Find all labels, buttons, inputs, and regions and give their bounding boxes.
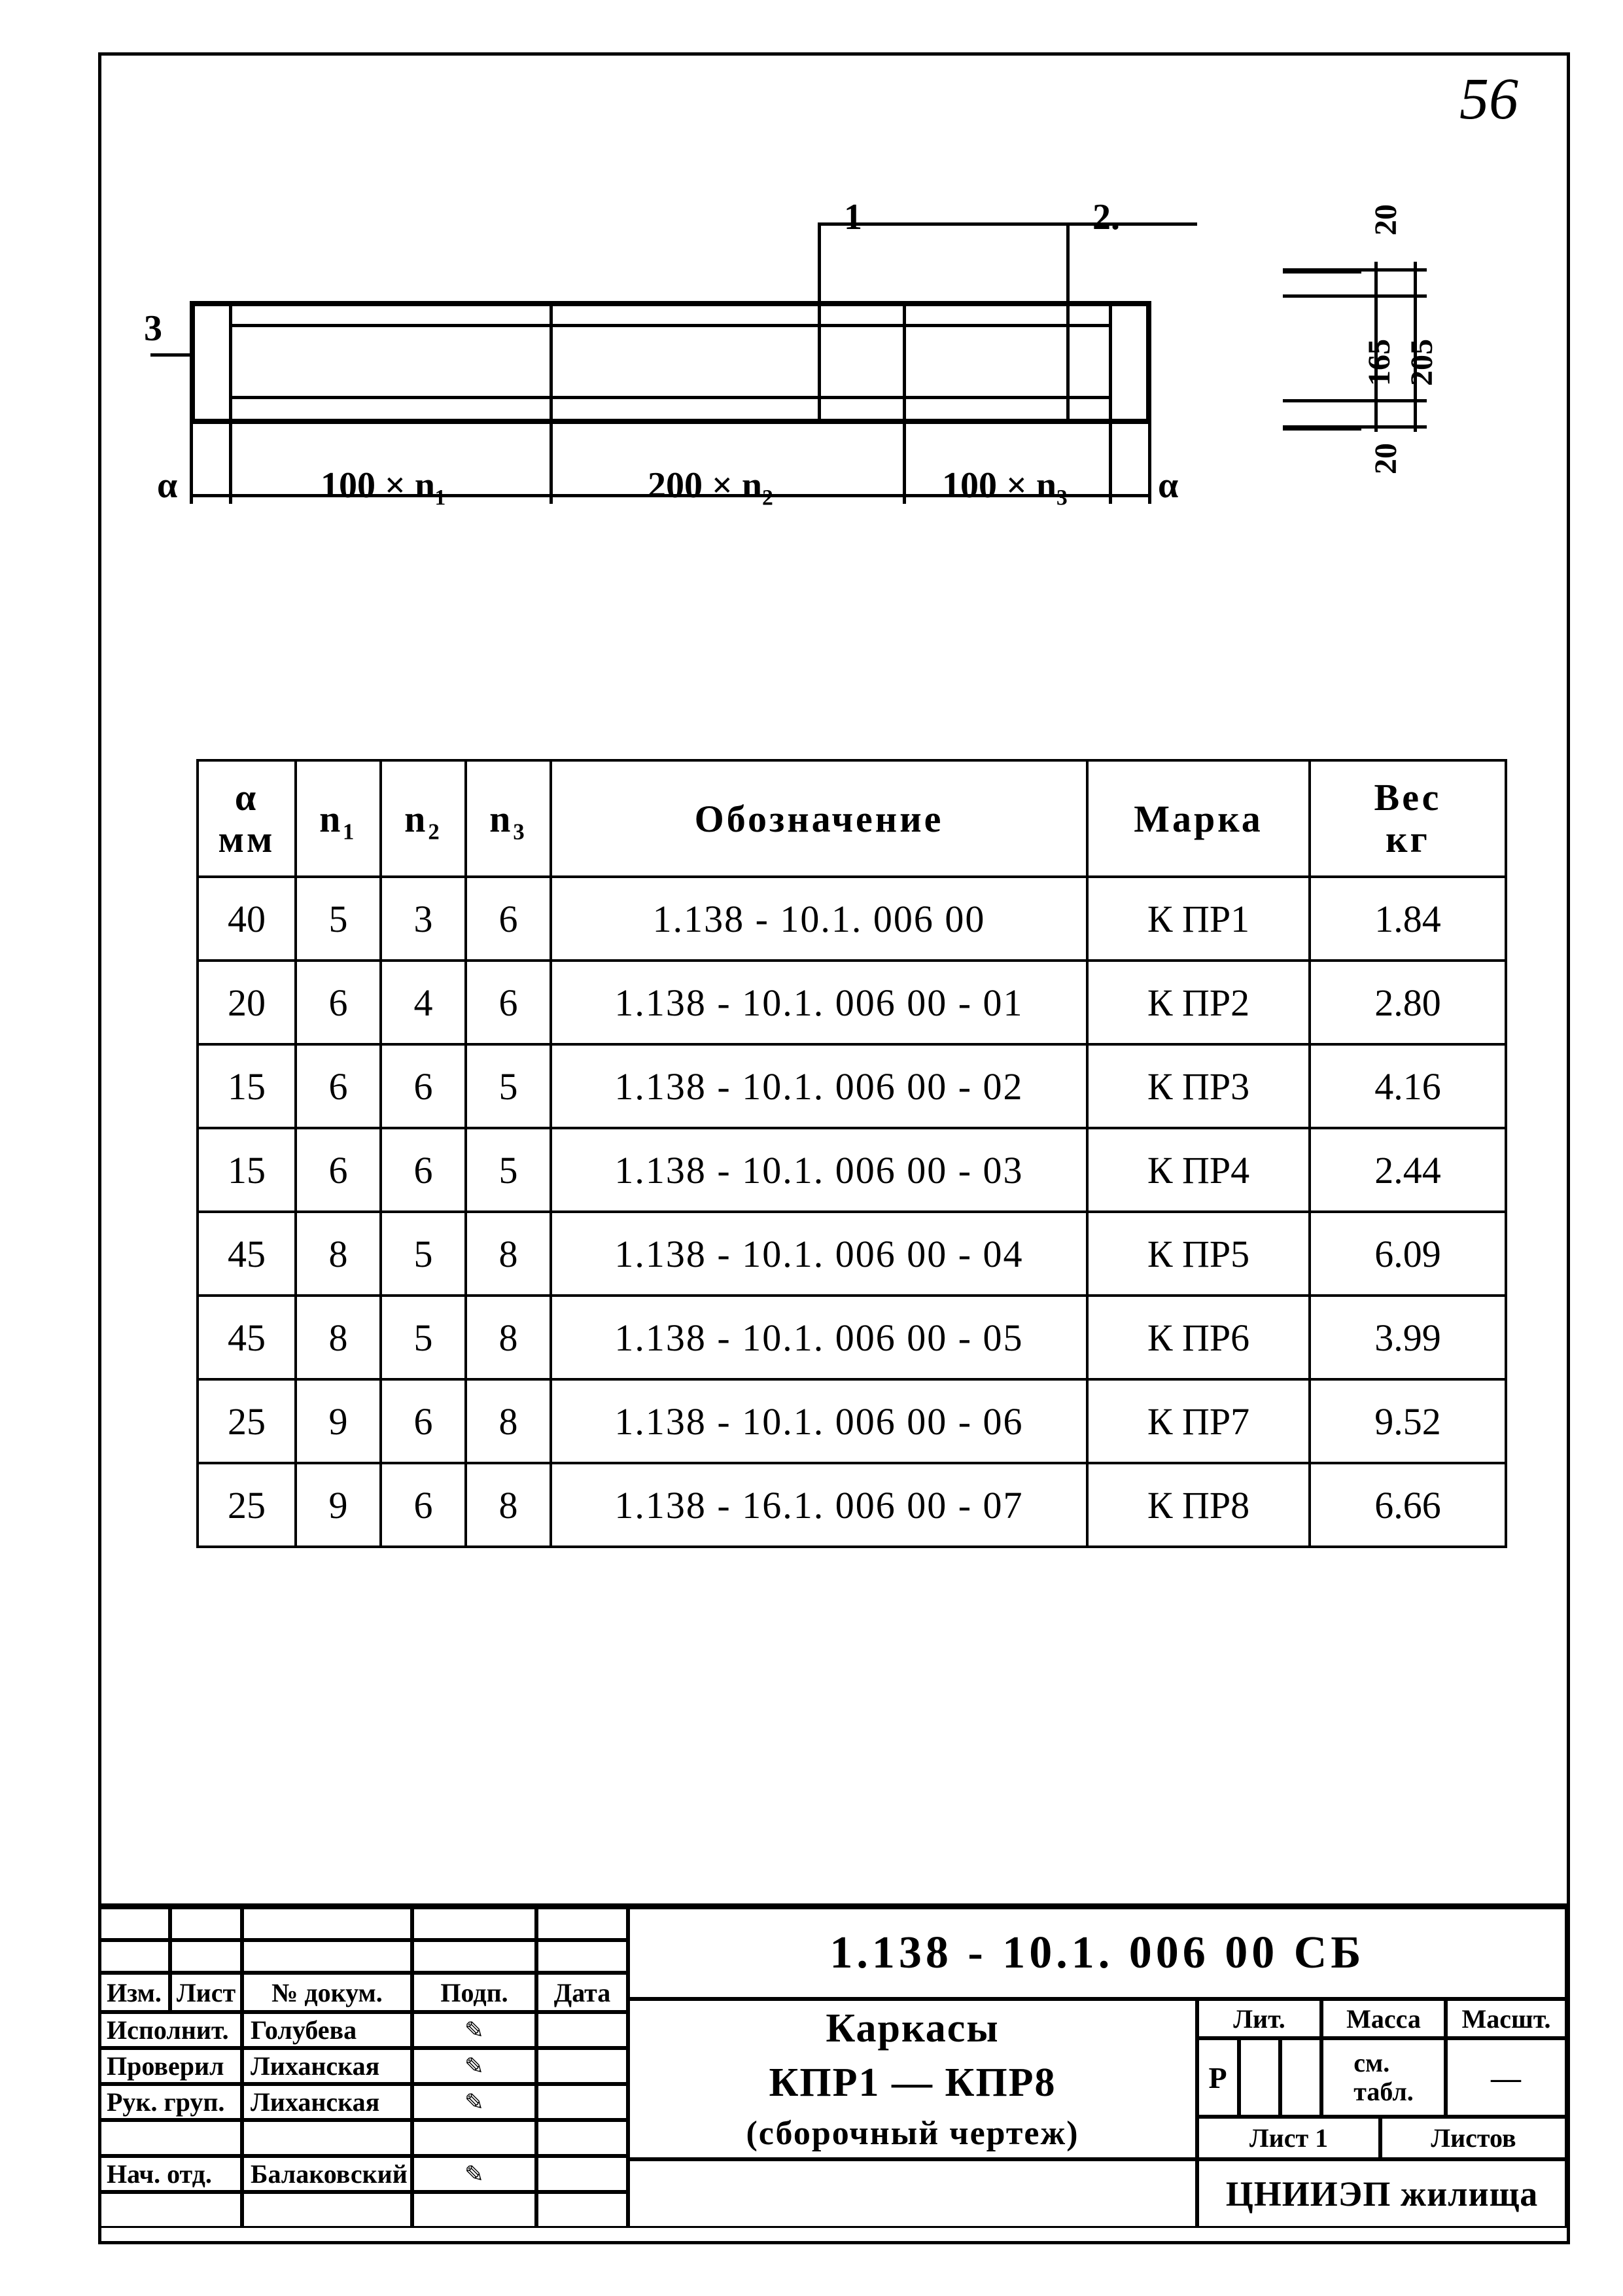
title-line1: Каркасы: [826, 2002, 999, 2057]
hdr-designation: Обозначение: [551, 760, 1087, 877]
pos-label-3: 3: [144, 308, 162, 349]
table-row: 45 8 5 8 1.138 - 10.1. 006 00 - 05 К ПР6…: [198, 1296, 1506, 1379]
table-row: 25 9 6 8 1.138 - 16.1. 006 00 - 07 К ПР8…: [198, 1463, 1506, 1547]
hdr-weight: Вес кг: [1310, 760, 1506, 877]
dim-alpha-left: α: [157, 465, 177, 506]
schematic-side: 20 165 205 20: [1283, 216, 1492, 569]
page-number: 56: [1459, 65, 1518, 133]
name-proveril: Лиханская: [251, 2051, 379, 2081]
hdr-n1: n₁: [296, 760, 381, 877]
organisation: ЦНИИЭП жилища: [1226, 2174, 1538, 2214]
massa-hdr: Масса: [1346, 2004, 1421, 2034]
massa-val: см. табл.: [1353, 2049, 1414, 2106]
hdr-alpha: α мм: [198, 760, 296, 877]
rev-hdr-date: Дата: [554, 1977, 611, 2008]
table-row: 15 6 6 5 1.138 - 10.1. 006 00 - 02 К ПР3…: [198, 1044, 1506, 1128]
role-ispolnil: Исполнит.: [107, 2015, 229, 2045]
name-nachotd: Балаковский: [251, 2159, 408, 2189]
table-row: 45 8 5 8 1.138 - 10.1. 006 00 - 04 К ПР5…: [198, 1212, 1506, 1296]
masht-val: —: [1491, 2060, 1522, 2095]
pos-label-2: 2.: [1092, 196, 1120, 238]
side-dim-205: 205: [1404, 339, 1440, 386]
name-ispolnil: Голубева: [251, 2015, 357, 2045]
schematic-main: 1 2. 3 α 100 × n₁ 200 × n₂ 100: [150, 222, 1223, 576]
masht-hdr: Масшт.: [1462, 2004, 1551, 2034]
rev-hdr-sign: Подп.: [440, 1977, 508, 2008]
role-rukgrup: Рук. груп.: [107, 2087, 224, 2117]
pos-label-1: 1: [844, 196, 862, 238]
hdr-n2: n₂: [381, 760, 466, 877]
table-row: 20 6 4 6 1.138 - 10.1. 006 00 - 01 К ПР2…: [198, 961, 1506, 1044]
table-row: 25 9 6 8 1.138 - 10.1. 006 00 - 06 К ПР7…: [198, 1379, 1506, 1463]
sheet-label: Лист 1: [1249, 2123, 1328, 2153]
side-dim-20top: 20: [1368, 204, 1404, 236]
table-row: 40 5 3 6 1.138 - 10.1. 006 00 К ПР1 1.84: [198, 877, 1506, 961]
lit-val: Р: [1208, 2060, 1227, 2095]
table-header-row: α мм n₁ n₂ n₃ Обозначение Марка Вес кг: [198, 760, 1506, 877]
role-proveril: Проверил: [107, 2051, 224, 2081]
title-line3: (сборочный чертеж): [746, 2111, 1079, 2157]
name-rukgrup: Лиханская: [251, 2087, 379, 2117]
hdr-n3: n₃: [466, 760, 551, 877]
side-dim-20bot: 20: [1368, 443, 1404, 474]
table-row: 15 6 6 5 1.138 - 10.1. 006 00 - 03 К ПР4…: [198, 1128, 1506, 1212]
dim-alpha-right: α: [1158, 465, 1178, 506]
side-dim-165: 165: [1361, 339, 1397, 386]
role-nachotd: Нач. отд.: [107, 2159, 212, 2189]
rev-hdr-ndoc: № докум.: [271, 1977, 383, 2008]
lit-hdr: Лит.: [1233, 2004, 1285, 2034]
title-line2: КПР1 — КПР8: [769, 2056, 1056, 2111]
dim-seg2: 200 × n₂: [648, 465, 773, 506]
rev-hdr-list: Лист: [177, 1977, 236, 2008]
dim-seg1: 100 × n₁: [321, 465, 446, 506]
dim-seg3: 100 × n₃: [942, 465, 1068, 506]
hdr-mark: Марка: [1087, 760, 1310, 877]
sheets-label: Листов: [1431, 2123, 1516, 2153]
rev-hdr-izm: Изм.: [107, 1977, 162, 2008]
doc-number: 1.138 - 10.1. 006 00 СБ: [829, 1927, 1365, 1979]
title-block: 1.138 - 10.1. 006 00 СБ Изм. Лист № доку…: [98, 1903, 1567, 2296]
spec-table: α мм n₁ n₂ n₃ Обозначение Марка Вес кг 4…: [196, 759, 1507, 1548]
